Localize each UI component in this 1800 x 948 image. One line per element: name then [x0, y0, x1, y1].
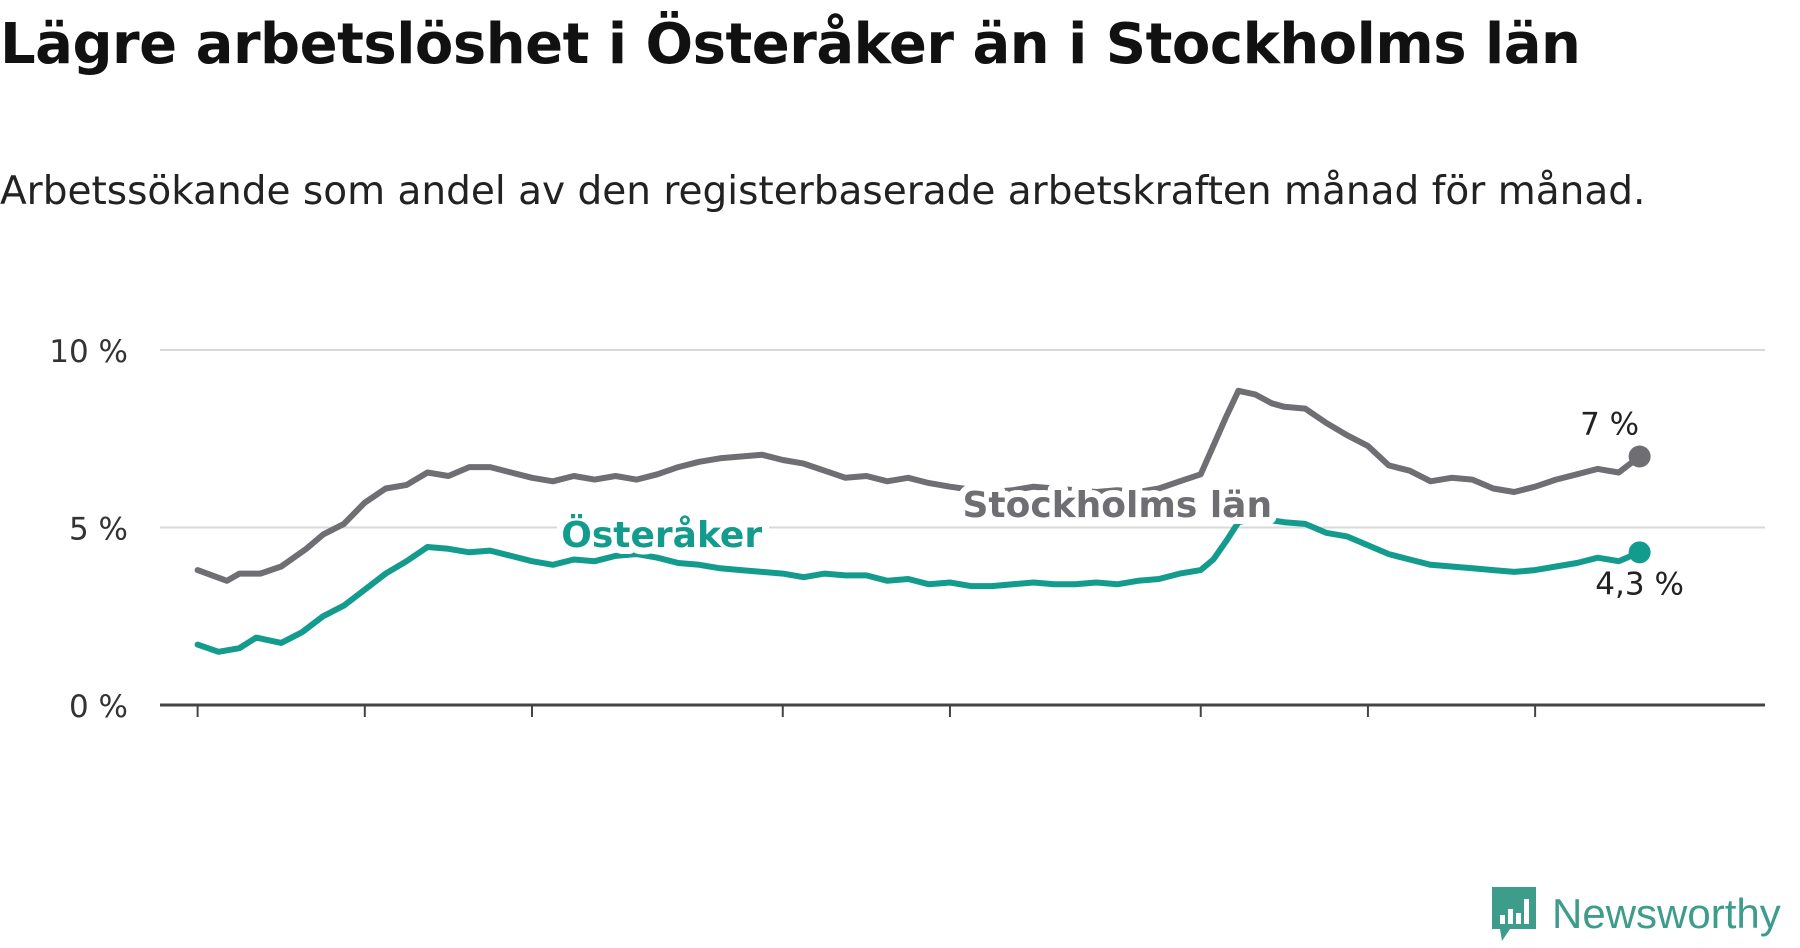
end-label-osteraker: 4,3 % [1595, 566, 1684, 602]
newsworthy-logo-icon [1492, 887, 1536, 941]
y-tick-label: 0 % [69, 689, 128, 720]
y-tick-label: 10 % [49, 334, 128, 370]
newsworthy-logo-text: Newsworthy [1552, 890, 1781, 937]
end-point-osteraker [1628, 541, 1651, 564]
series-line-osteraker [194, 515, 1643, 655]
chart-subtitle: Arbetssökande som andel av den registerb… [0, 169, 1646, 214]
series-line-stockholms-lan [194, 387, 1643, 584]
newsworthy-logo: Newsworthy [1490, 885, 1781, 943]
series-label-osteraker: Österåker [561, 514, 762, 556]
end-label-stockholms-lan: 7 % [1580, 407, 1639, 443]
end-point-stockholms-lan [1628, 445, 1651, 468]
y-tick-label: 5 % [69, 512, 128, 548]
line-chart: 0 %5 %10 %200820102012201520172020202220… [49, 334, 1765, 720]
chart-title: Lägre arbetslöshet i Österåker än i Stoc… [0, 12, 1581, 77]
series-label-stockholms-lan: Stockholms län [963, 485, 1273, 526]
